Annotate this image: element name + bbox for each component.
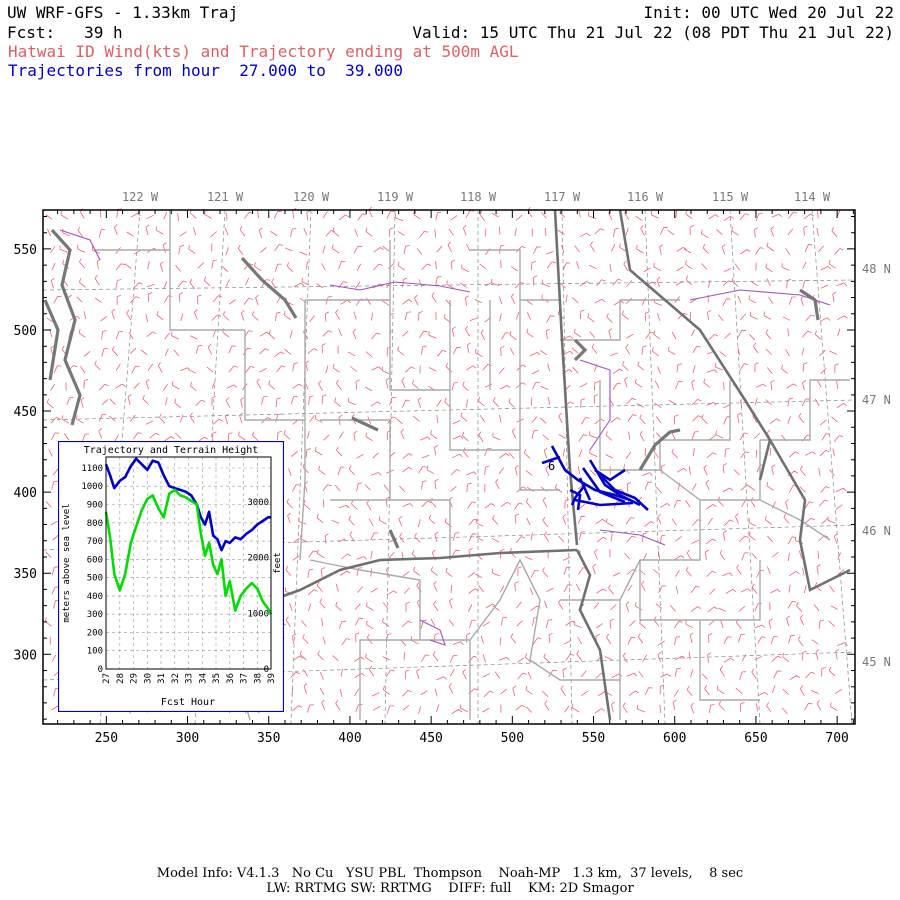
inset-x-tick: 30: [143, 673, 153, 684]
inset-right-tick: 0: [264, 665, 269, 675]
x-tick-label: 350: [257, 731, 280, 746]
inset-series-line: [104, 457, 271, 552]
y-tick-label: 500: [14, 324, 37, 339]
inset-plot-frame: [105, 456, 272, 670]
inset-title: Trajectory and Terrain Height: [84, 445, 259, 456]
x-tick-label: 250: [95, 731, 118, 746]
coastline-layer: [43, 228, 820, 549]
inset-x-tick: 39: [267, 673, 277, 684]
inset-x-tick: 31: [157, 673, 167, 684]
x-tick-label: 600: [663, 731, 686, 746]
meridian-line: [384, 209, 396, 725]
parallel-line: [42, 279, 856, 291]
model-info-line2: LW: RRTMG SW: RRTMG DIFF: full KM: 2D Sm…: [266, 881, 634, 896]
inset-x-tick: 35: [212, 673, 222, 684]
valid-time: Valid: 15 UTC Thu 21 Jul 22 (08 PDT Thu …: [412, 23, 894, 42]
meridian-line: [811, 209, 853, 725]
inset-series: [104, 457, 273, 615]
meridian-line: [561, 209, 573, 725]
inset-left-tick: 700: [87, 537, 103, 547]
inset-x-tick: 29: [130, 673, 140, 684]
inset-ylabel-left: meters above sea level: [62, 503, 72, 622]
inset-left-tick: 0: [98, 665, 103, 675]
inset-left-tick: 900: [87, 501, 103, 511]
inset-left-tick: 600: [87, 555, 103, 565]
inset-left-tick: 500: [87, 574, 103, 584]
x-tick-label: 700: [825, 731, 848, 746]
inset-x-tick: 37: [240, 673, 250, 684]
parallel-line: [42, 399, 856, 421]
inset-x-tick: 33: [185, 673, 195, 684]
frame-tick-marks: [43, 210, 855, 724]
inset-right-tick: 3000: [247, 498, 269, 508]
inset-x-tick: 27: [102, 673, 112, 684]
inset-ylabel-right: feet: [273, 552, 283, 574]
trajectory-range: Trajectories from hour 27.000 to 39.000: [8, 61, 403, 80]
inset-left-tick: 400: [87, 592, 103, 602]
inset-left-tick: 800: [87, 519, 103, 529]
latitude-label: 48 N: [862, 262, 891, 276]
trajectory-layer: [541, 445, 649, 511]
longitude-label: 117 W: [544, 190, 581, 204]
inset-x-tick: 28: [116, 673, 126, 684]
state-borders-layer: [257, 209, 851, 721]
latitude-label: 47 N: [862, 393, 891, 407]
longitude-label: 119 W: [377, 190, 414, 204]
meridian-line: [290, 209, 312, 725]
longitude-label: 114 W: [794, 190, 831, 204]
map-title: UW WRF-GFS - 1.33km Traj: [7, 3, 239, 22]
inset-left-tick: 1100: [81, 464, 103, 474]
trajectory-terrain-inset: Trajectory and Terrain Height 0100200300…: [58, 441, 284, 712]
map-frame: [42, 209, 856, 725]
y-tick-label: 300: [14, 648, 37, 663]
init-time: Init: 00 UTC Wed 20 Jul 22: [643, 3, 894, 22]
inset-x-tick: 38: [253, 673, 263, 684]
x-tick-label: 300: [176, 731, 199, 746]
frame-ticks: [43, 210, 855, 724]
inset-left-tick: 300: [87, 610, 103, 620]
axis-labels: 250 300 350 400 450 500 550 600 650 7003003504004…: [14, 190, 891, 746]
longitude-label: 116 W: [627, 190, 664, 204]
rivers-layer: [59, 229, 831, 646]
inset-grid: [106, 457, 271, 669]
inset-right-tick: 1000: [247, 609, 269, 619]
x-tick-label: 500: [501, 731, 524, 746]
longitude-label: 121 W: [207, 190, 244, 204]
inset-series-line: [104, 488, 273, 615]
inset-tick-labels: 0 100 200 300 400 500 600 700 800 900 1000 1100 0 100…: [81, 464, 277, 684]
inset-left-tick: 100: [87, 647, 103, 657]
meridian-line: [644, 209, 666, 725]
forecast-hour: Fcst: 39 h: [7, 23, 123, 42]
field-description: Hatwai ID Wind(kts) and Trajectory endin…: [8, 42, 519, 61]
inset-x-tick: 32: [171, 673, 181, 684]
longitude-label: 118 W: [460, 190, 497, 204]
inset-left-tick: 1000: [81, 482, 103, 492]
inset-left-tick: 200: [87, 628, 103, 638]
latitude-label: 45 N: [862, 655, 891, 669]
meridian-line: [729, 209, 761, 725]
y-tick-label: 350: [14, 567, 37, 582]
longitude-label: 115 W: [712, 190, 749, 204]
inset-right-tick: 2000: [247, 554, 269, 564]
inset-x-tick: 36: [226, 673, 236, 684]
longitude-label: 120 W: [293, 190, 330, 204]
x-tick-label: 450: [419, 731, 442, 746]
trajectory-marker-label: 6: [548, 459, 555, 473]
x-tick-label: 400: [338, 731, 361, 746]
latitude-label: 46 N: [862, 524, 891, 538]
y-tick-label: 450: [14, 405, 37, 420]
x-tick-label: 550: [582, 731, 605, 746]
inset-gridlines: [106, 457, 271, 669]
y-tick-label: 400: [14, 486, 37, 501]
x-tick-label: 650: [744, 731, 767, 746]
model-info-line1: Model Info: V4.1.3 No Cu YSU PBL Thompso…: [156, 866, 744, 881]
inset-x-tick: 34: [198, 673, 208, 684]
longitude-label: 122 W: [122, 190, 159, 204]
y-tick-label: 550: [14, 243, 37, 258]
inset-xlabel: Fcst Hour: [161, 697, 215, 708]
